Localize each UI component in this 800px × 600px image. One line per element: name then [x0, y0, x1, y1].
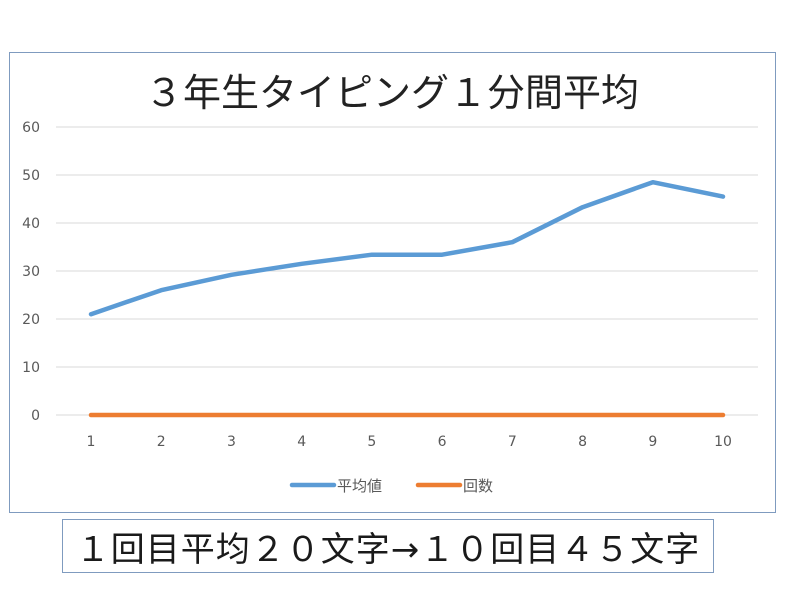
- y-tick-label: 20: [22, 312, 40, 328]
- summary-caption-text: １回目平均２０文字→１０回目４５文字: [75, 529, 701, 570]
- x-tick-label: 8: [578, 434, 587, 450]
- y-tick-label: 10: [22, 360, 40, 376]
- legend: 平均値 回数: [289, 477, 493, 495]
- x-tick-label: 3: [227, 434, 236, 450]
- x-tick-label: 5: [367, 434, 376, 450]
- y-tick-label: 50: [22, 168, 40, 184]
- x-axis: 1 2 3 4 5 6 7 8 9 10: [87, 434, 732, 450]
- x-tick-label: 9: [648, 434, 657, 450]
- chart-title: ３年生タイピング１分間平均: [145, 71, 639, 115]
- chart-frame: [9, 52, 776, 513]
- y-tick-label: 40: [22, 216, 40, 232]
- series: [88, 179, 726, 418]
- y-axis: 0 10 20 30 40 50 60: [22, 120, 40, 424]
- legend-label: 回数: [463, 477, 493, 495]
- x-tick-label: 2: [157, 434, 166, 450]
- x-tick-label: 4: [297, 434, 306, 450]
- x-tick-label: 7: [508, 434, 517, 450]
- y-tick-label: 30: [22, 264, 40, 280]
- gridlines: [56, 126, 758, 416]
- x-tick-label: 10: [714, 434, 732, 450]
- series-line-1: [88, 179, 726, 317]
- y-tick-label: 60: [22, 120, 40, 136]
- legend-label: 平均値: [337, 477, 382, 495]
- x-tick-label: 6: [438, 434, 447, 450]
- y-tick-label: 0: [31, 408, 40, 424]
- x-tick-label: 1: [87, 434, 96, 450]
- summary-caption: １回目平均２０文字→１０回目４５文字: [62, 519, 714, 573]
